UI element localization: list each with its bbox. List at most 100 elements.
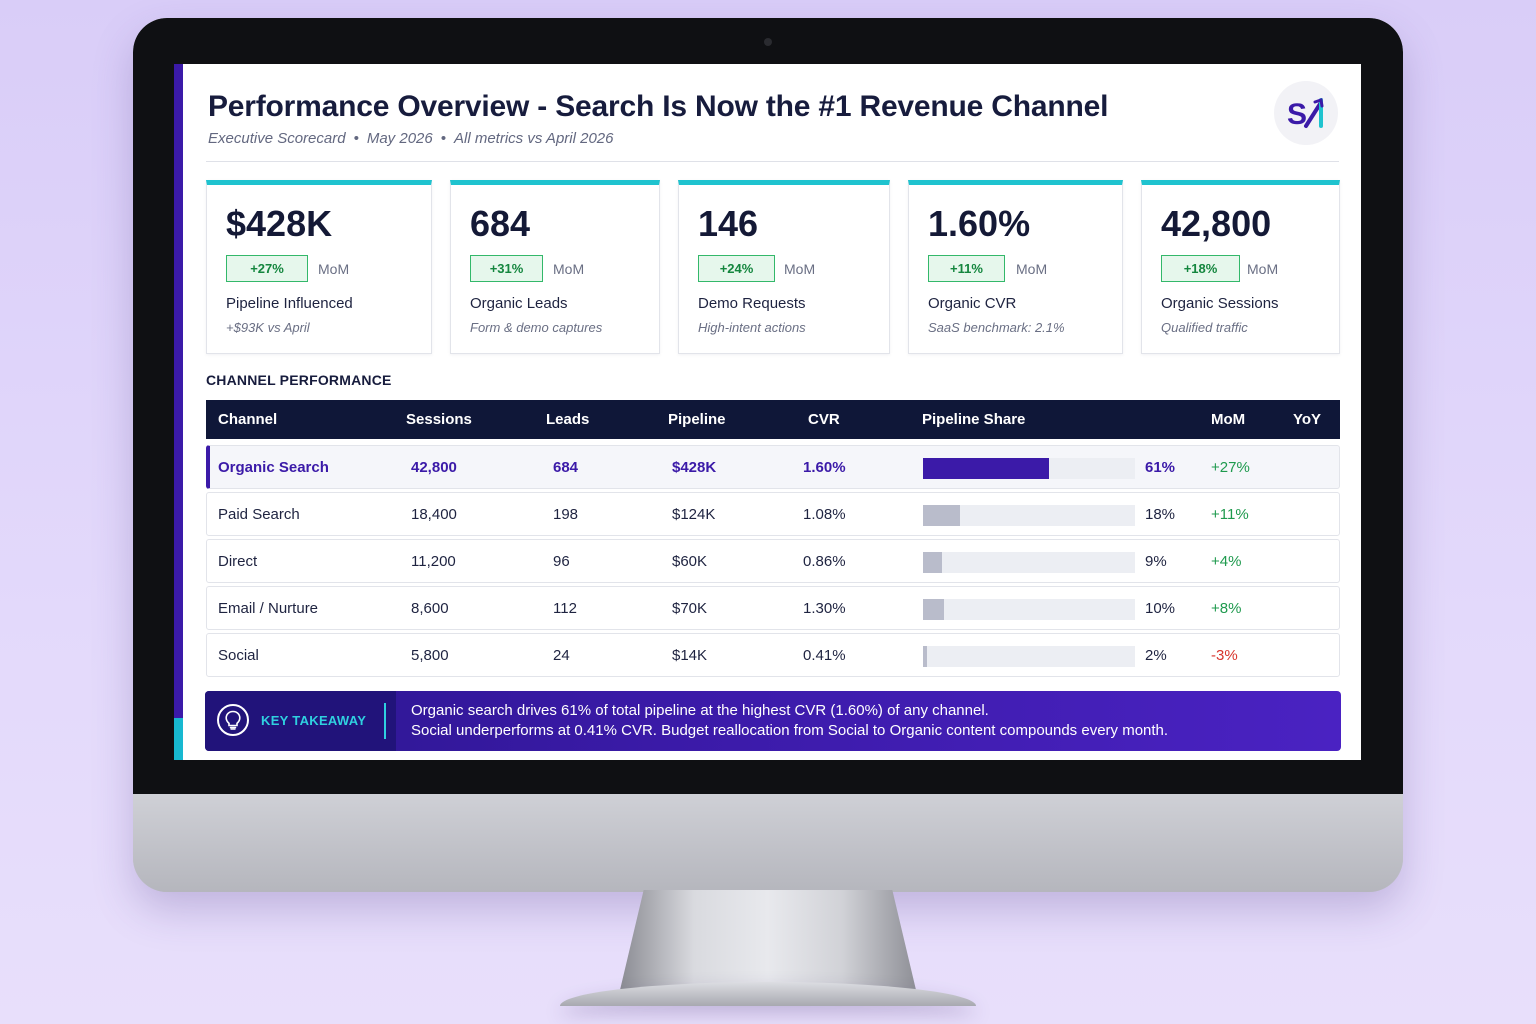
- brand-logo: S: [1274, 81, 1338, 145]
- takeaway-divider: [384, 703, 386, 739]
- monitor-stand: [620, 890, 916, 990]
- kpi-change-badge: +24%: [698, 255, 775, 282]
- lightbulb-icon: [217, 704, 249, 736]
- cell-leads: 112: [553, 600, 577, 617]
- column-header-yoy[interactable]: YoY: [1293, 411, 1322, 428]
- brand-logo-icon: S: [1287, 98, 1324, 130]
- kpi-period: MoM: [318, 261, 350, 277]
- pipeline-share-bar: [923, 599, 944, 620]
- cell-share-label: 61%: [1145, 459, 1176, 476]
- cell-pipeline: $124K: [672, 506, 716, 523]
- pipeline-share-track: [923, 505, 1135, 526]
- cell-mom: +27%: [1211, 459, 1250, 476]
- kpi-note: Form & demo captures: [470, 320, 603, 335]
- column-header-channel[interactable]: Channel: [218, 411, 278, 428]
- page-title: Performance Overview - Search Is Now the…: [208, 90, 1109, 123]
- cell-share-label: 10%: [1145, 600, 1176, 617]
- cell-mom: -3%: [1211, 647, 1238, 664]
- cell-pipeline: $14K: [672, 647, 708, 664]
- table-row-paid-search[interactable]: Paid Search 18,400 198 $124K 1.08% 18% +…: [206, 492, 1340, 536]
- kpi-note: SaaS benchmark: 2.1%: [928, 320, 1065, 335]
- column-header-mom[interactable]: MoM: [1211, 411, 1246, 428]
- cell-mom: +11%: [1211, 506, 1249, 523]
- cell-leads: 24: [553, 647, 570, 664]
- cell-mom: +8%: [1211, 600, 1242, 617]
- column-header-pipeline[interactable]: Pipeline: [668, 411, 726, 428]
- section-title-channel-performance: CHANNEL PERFORMANCE: [206, 372, 392, 388]
- table-row-social[interactable]: Social 5,800 24 $14K 0.41% 2% -3%: [206, 633, 1340, 677]
- monitor-chin: [133, 794, 1403, 892]
- cell-pipeline: $70K: [672, 600, 708, 617]
- subtitle-separator: •: [440, 130, 446, 147]
- column-header-leads[interactable]: Leads: [546, 411, 590, 428]
- kpi-value: 1.60%: [928, 203, 1031, 244]
- page-subtitle: Executive Scorecard • May 2026 • All metrics…: [208, 130, 613, 147]
- cell-cvr: 1.60%: [803, 459, 846, 476]
- kpi-period: MoM: [1016, 261, 1048, 277]
- cell-channel: Organic Search: [218, 459, 329, 476]
- kpi-value: 146: [698, 203, 759, 244]
- cell-sessions: 8,600: [411, 600, 449, 617]
- key-takeaway-banner: KEY TAKEAWAY Organic search drives 61% o…: [205, 691, 1341, 751]
- kpi-value: 684: [470, 203, 531, 244]
- kpi-card-organic-sessions: 42,800 +18% MoM Organic Sessions Qualifi…: [1141, 180, 1340, 354]
- kpi-change-badge: +11%: [928, 255, 1005, 282]
- column-header-sessions[interactable]: Sessions: [406, 411, 472, 428]
- pipeline-share-bar: [923, 552, 942, 573]
- kpi-card-organic-leads: 684 +31% MoM Organic Leads Form & demo c…: [450, 180, 660, 354]
- table-row-organic-search[interactable]: Organic Search 42,800 684 $428K 1.60% 61…: [206, 445, 1340, 489]
- subtitle-date: May 2026: [366, 130, 433, 147]
- subtitle-separator: •: [353, 130, 359, 147]
- pipeline-share-track: [923, 552, 1135, 573]
- pipeline-share-bar: [923, 505, 960, 526]
- table-row-direct[interactable]: Direct 11,200 96 $60K 0.86% 9% +4%: [206, 539, 1340, 583]
- accent-bar: [174, 64, 183, 760]
- pipeline-share-track: [923, 599, 1135, 620]
- kpi-change-badge: +27%: [226, 255, 308, 282]
- takeaway-line-1: Organic search drives 61% of total pipel…: [411, 702, 989, 719]
- kpi-card-pipeline: $428K +27% MoM Pipeline Influenced +$93K…: [206, 180, 432, 354]
- kpi-note: Qualified traffic: [1161, 320, 1248, 335]
- kpi-change-badge: +31%: [470, 255, 543, 282]
- takeaway-label: KEY TAKEAWAY: [261, 713, 367, 728]
- cell-sessions: 11,200: [411, 553, 456, 570]
- cell-channel: Direct: [218, 553, 258, 570]
- kpi-label: Organic Leads: [470, 295, 568, 312]
- header-divider: [206, 161, 1339, 162]
- cell-channel: Social: [218, 647, 259, 664]
- cell-share-label: 9%: [1145, 553, 1167, 570]
- cell-sessions: 18,400: [411, 506, 457, 523]
- kpi-card-demo-requests: 146 +24% MoM Demo Requests High-intent a…: [678, 180, 890, 354]
- column-header-pipeline-share[interactable]: Pipeline Share: [922, 411, 1026, 428]
- cell-cvr: 0.86%: [803, 553, 846, 570]
- kpi-label: Organic CVR: [928, 295, 1017, 312]
- kpi-period: MoM: [784, 261, 816, 277]
- kpi-label: Pipeline Influenced: [226, 295, 353, 312]
- kpi-label: Demo Requests: [698, 295, 806, 312]
- kpi-change-badge: +18%: [1161, 255, 1240, 282]
- cell-cvr: 1.08%: [803, 506, 846, 523]
- pipeline-share-bar: [923, 458, 1049, 479]
- cell-cvr: 1.30%: [803, 600, 846, 617]
- kpi-value: $428K: [226, 203, 333, 244]
- cell-share-label: 18%: [1145, 506, 1176, 523]
- takeaway-label-panel: KEY TAKEAWAY: [205, 691, 396, 751]
- column-header-cvr[interactable]: CVR: [808, 411, 840, 428]
- kpi-card-organic-cvr: 1.60% +11% MoM Organic CVR SaaS benchmar…: [908, 180, 1123, 354]
- kpi-period: MoM: [553, 261, 585, 277]
- cell-sessions: 5,800: [411, 647, 449, 664]
- cell-share-label: 2%: [1145, 647, 1167, 664]
- table-row-email-nurture[interactable]: Email / Nurture 8,600 112 $70K 1.30% 10%…: [206, 586, 1340, 630]
- camera-dot: [764, 38, 772, 46]
- kpi-value: 42,800: [1161, 203, 1272, 244]
- pipeline-share-track: [923, 458, 1135, 479]
- pipeline-share-bar: [923, 646, 927, 667]
- kpi-note: High-intent actions: [698, 320, 806, 335]
- subtitle-scorecard: Executive Scorecard: [208, 130, 346, 147]
- cell-mom: +4%: [1211, 553, 1242, 570]
- subtitle-comparison: All metrics vs April 2026: [453, 130, 614, 147]
- cell-pipeline: $60K: [672, 553, 708, 570]
- pipeline-share-track: [923, 646, 1135, 667]
- cell-leads: 96: [553, 553, 570, 570]
- cell-channel: Paid Search: [218, 506, 300, 523]
